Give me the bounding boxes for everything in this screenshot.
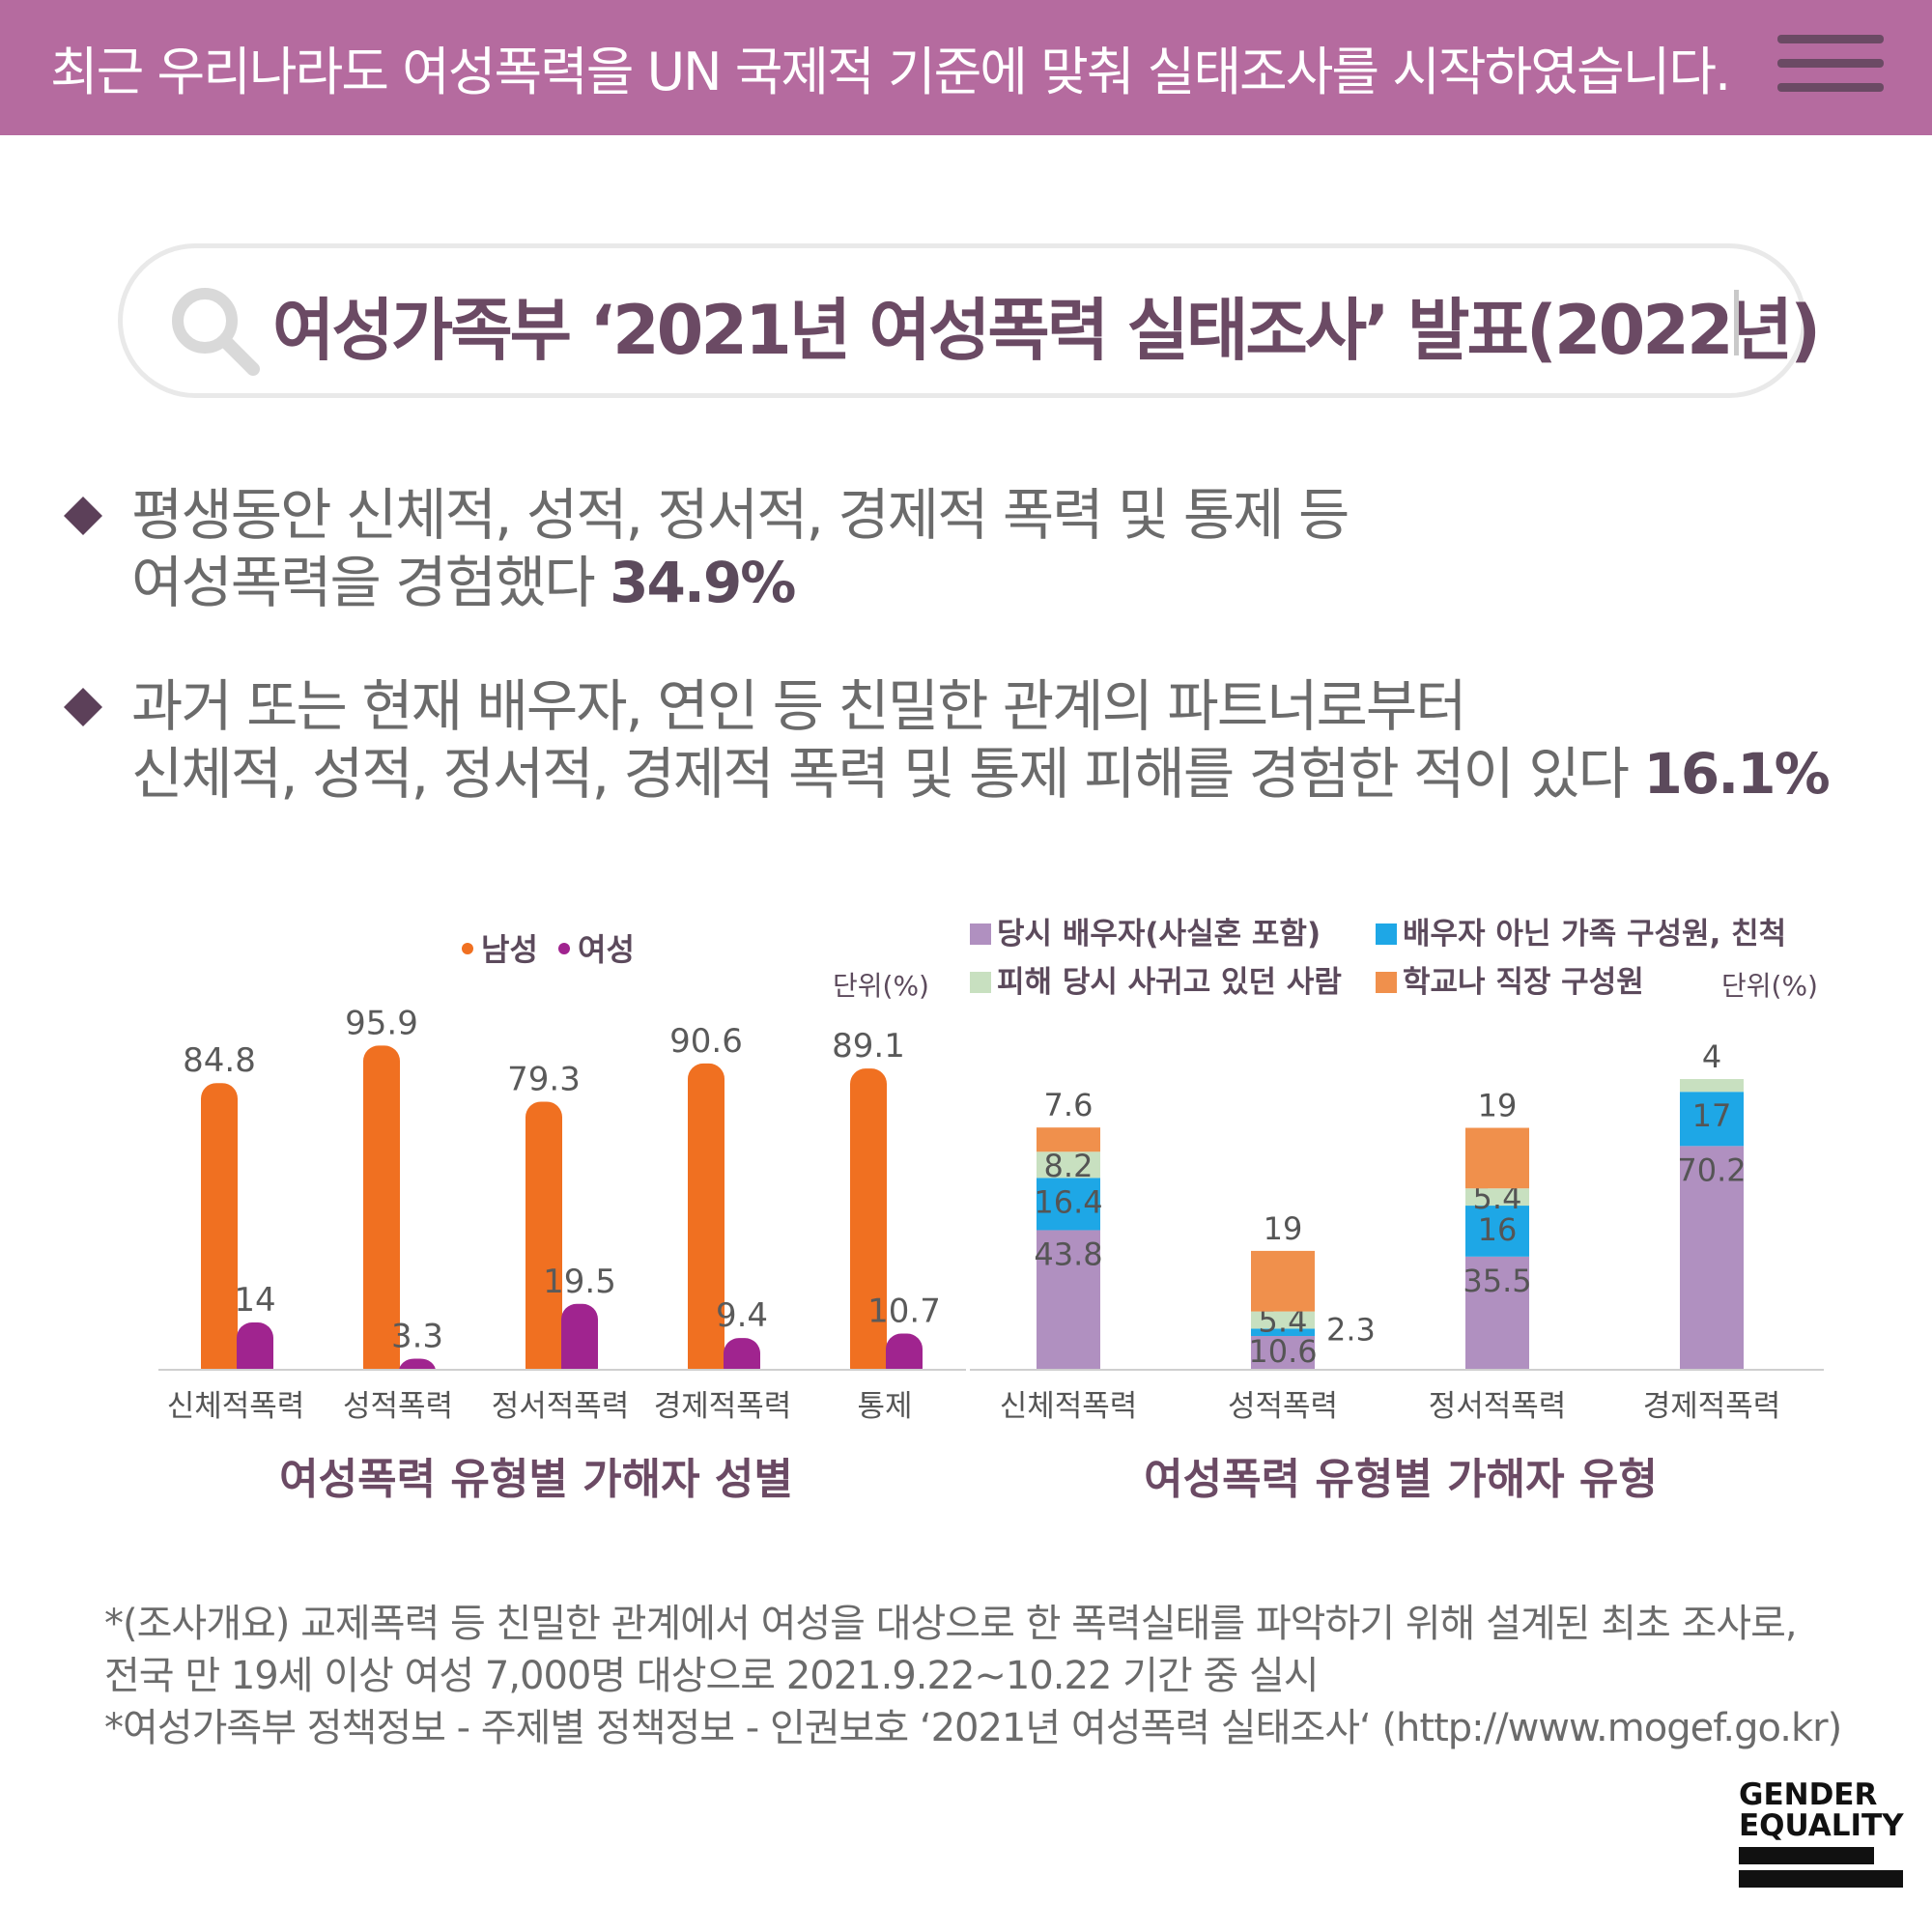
chart2-segment (1251, 1311, 1315, 1329)
chart1-bar-male (363, 1045, 400, 1383)
chart1-category-label: 성적폭력 (343, 1389, 453, 1424)
bullet-2-value: 16.1% (1643, 741, 1830, 807)
chart2-data-label: 17 (1692, 1097, 1732, 1134)
chart2-segment (1251, 1328, 1315, 1337)
search-bar[interactable] (118, 243, 1806, 398)
chart2-segment (1037, 1151, 1100, 1179)
chart1-data-label: 9.4 (716, 1296, 768, 1335)
chart1-bar-male (850, 1068, 887, 1383)
chart2-data-label: 16 (1478, 1211, 1518, 1248)
chart1-legend-swatch-male (462, 943, 473, 954)
chart2-segment (1680, 1092, 1744, 1147)
text-caret (1734, 290, 1739, 355)
chart1-bar-male (526, 1101, 562, 1383)
chart2-segment (1037, 1178, 1100, 1231)
gender-equality-logo: GENDER EQUALITY (1739, 1777, 1904, 1888)
chart2-data-label: 70.2 (1677, 1151, 1746, 1188)
charts-area: 84.8 14 신체적폭력 95.9 3.3 성적폭력 79.3 19.5 정서적폭력 90.6 9… (158, 917, 1824, 1504)
bullet-2-line-1: 과거 또는 현재 배우자, 연인 등 친밀한 관계의 파트너로부터 (131, 673, 1467, 739)
bullet-diamond-icon (64, 497, 102, 535)
footnote-2: 전국 만 19세 이상 여성 7,000명 대상으로 2021.9.22~10.… (104, 1654, 1320, 1698)
search-icon (172, 288, 260, 376)
chart2-legend-swatch (1376, 972, 1397, 993)
chart2-category-label: 신체적폭력 (1000, 1389, 1138, 1424)
footnote-3: *여성가족부 정책정보 - 주제별 정책정보 - 인권보호 ‘2021년 여성폭… (104, 1706, 1842, 1750)
chart2-legend-swatch (1376, 923, 1397, 945)
chart2-segment (1465, 1256, 1529, 1370)
chart1-title: 여성폭력 유형별 가해자 성별 (279, 1455, 793, 1504)
chart2-segment (1037, 1230, 1100, 1370)
chart1-bar-male (201, 1083, 238, 1383)
chart2-category-label: 경제적폭력 (1643, 1389, 1781, 1424)
chart1-unit: 단위(%) (833, 970, 929, 1002)
chart1-data-label: 90.6 (669, 1022, 743, 1061)
chart2-data-label: 16.4 (1034, 1183, 1102, 1220)
chart1-data-label: 3.3 (391, 1317, 443, 1355)
chart2-segment (1680, 1079, 1744, 1093)
chart2-segment (1251, 1250, 1315, 1312)
chart1-bar-female (237, 1322, 273, 1383)
chart2-data-label: 35.5 (1463, 1263, 1531, 1299)
chart2-title: 여성폭력 유형별 가해자 유형 (1144, 1455, 1658, 1504)
header-title: 최근 우리나라도 여성폭력을 UN 국제적 기준에 맞춰 실태조사를 시작하였습… (50, 42, 1731, 102)
chart1-category-label: 신체적폭력 (167, 1389, 305, 1424)
chart1-data-label: 79.3 (507, 1060, 581, 1098)
chart1-legend-male: 남성 (481, 931, 538, 968)
chart2-segment (1037, 1127, 1100, 1152)
bullet-1-line-2: 여성폭력을 경험했다 34.9% (131, 550, 796, 615)
header-bar: 최근 우리나라도 여성폭력을 UN 국제적 기준에 맞춰 실태조사를 시작하였습… (0, 0, 1932, 135)
chart1-data-label: 89.1 (832, 1027, 905, 1065)
chart2-category-label: 정서적폭력 (1429, 1389, 1567, 1424)
chart1-legend-female: 여성 (578, 931, 635, 968)
chart2-segment (1465, 1188, 1529, 1207)
chart2-legend-swatch (970, 972, 991, 993)
chart2-data-label: 43.8 (1034, 1236, 1102, 1272)
chart2-data-label: 2.3 (1326, 1311, 1376, 1348)
chart2-data-label: 7.6 (1044, 1087, 1094, 1123)
chart1-bar-female (561, 1303, 598, 1383)
chart1-data-label: 19.5 (543, 1263, 616, 1301)
chart1-legend-swatch-female (558, 943, 570, 954)
bullet-1-value: 34.9% (610, 550, 796, 615)
footnote-1: *(조사개요) 교제폭력 등 친밀한 관계에서 여성을 대상으로 한 폭력실태를… (104, 1602, 1798, 1646)
chart2-data-label: 4 (1702, 1038, 1721, 1075)
chart1-category-label: 경제적폭력 (654, 1389, 792, 1424)
chart1-data-label: 84.8 (183, 1041, 256, 1080)
chart2-legend-label: 배우자 아닌 가족 구성원, 친척 (1403, 917, 1786, 952)
bullet-2-line-2: 신체적, 성적, 정서적, 경제적 폭력 및 통제 피해를 경험한 적이 있다 … (131, 741, 1831, 807)
chart2-data-label: 19 (1478, 1088, 1518, 1124)
bullet-diamond-icon (64, 688, 102, 726)
bullet-1-line-1: 평생동안 신체적, 성적, 정서적, 경제적 폭력 및 통제 등 (131, 482, 1350, 548)
chart2-category-label: 성적폭력 (1228, 1389, 1338, 1424)
chart2-legend-label: 피해 당시 사귀고 있던 사람 (997, 965, 1342, 1000)
chart2-segment (1680, 1146, 1744, 1370)
chart2-data-label: 8.2 (1044, 1148, 1094, 1184)
chart1-data-label: 95.9 (345, 1004, 418, 1042)
chart2-segment (1465, 1127, 1529, 1189)
search-query-text: 여성가족부 ‘2021년 여성폭력 실태조사’ 발표(2022년) (272, 291, 1821, 370)
chart1-data-label: 10.7 (867, 1293, 941, 1331)
chart1-bar-male (688, 1063, 724, 1383)
chart1-category-label: 통제 (857, 1389, 912, 1424)
chart2-data-label: 10.6 (1248, 1333, 1317, 1370)
chart2-data-label: 19 (1264, 1210, 1303, 1247)
chart1-data-label: 14 (234, 1281, 275, 1320)
chart2-legend-label: 학교나 직장 구성원 (1403, 965, 1644, 1000)
chart2-segment (1251, 1336, 1315, 1370)
logo-line-1: GENDER (1739, 1777, 1878, 1812)
logo-line-2: EQUALITY (1739, 1808, 1904, 1843)
chart1-category-label: 정서적폭력 (492, 1389, 630, 1424)
chart2-segment (1465, 1206, 1529, 1257)
hamburger-menu-icon[interactable] (1777, 35, 1884, 93)
chart2-unit: 단위(%) (1721, 970, 1818, 1002)
chart2-legend-swatch (970, 923, 991, 945)
chart1-baseline-mask (158, 1371, 966, 1386)
chart2-legend-label: 당시 배우자(사실혼 포함) (997, 917, 1321, 952)
